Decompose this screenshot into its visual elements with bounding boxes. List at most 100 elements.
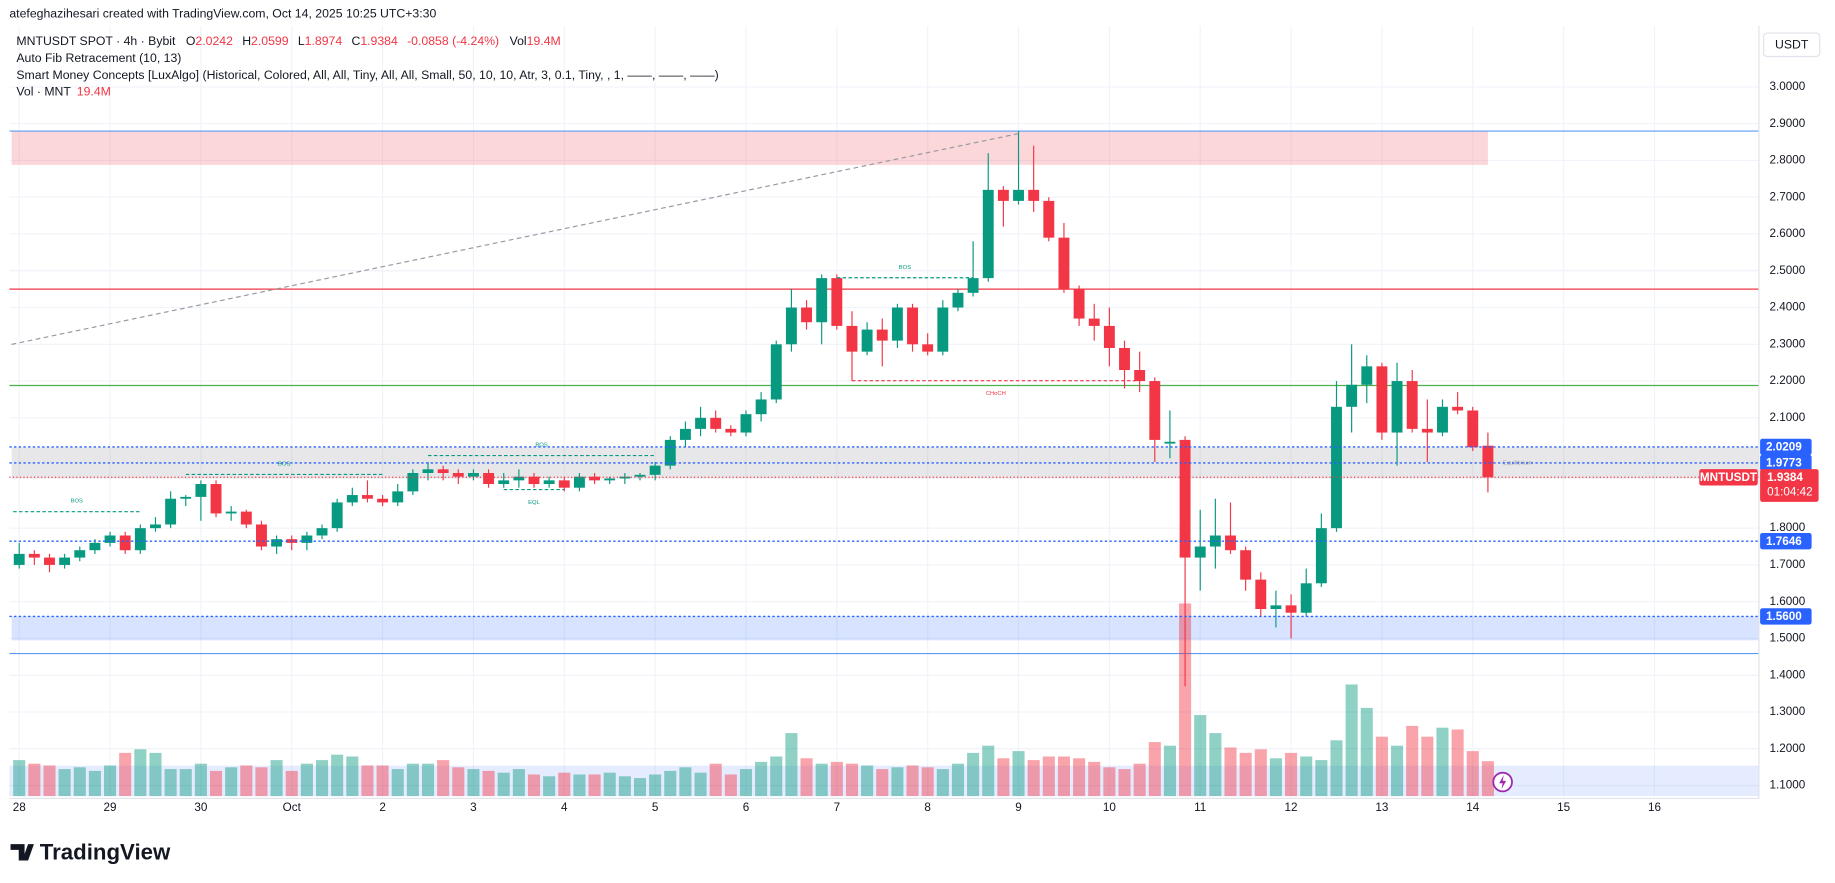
candle-body [407, 472, 419, 492]
volume-bar [1285, 752, 1298, 797]
volume [13, 603, 1494, 797]
volume-bar [482, 770, 495, 797]
y-tick-label: 2.6000 [1769, 227, 1805, 240]
candle-body [634, 474, 646, 477]
candle-body [1467, 410, 1479, 448]
volume-bar [1224, 747, 1237, 797]
candle-body [770, 344, 782, 400]
price-tag [1760, 532, 1812, 550]
volume-bar [361, 765, 374, 797]
volume-bar [104, 765, 117, 797]
annotations: BOSBOSBOSEQLBOSCHoCHEquilibrium [9, 133, 1759, 618]
volume-bar [921, 767, 934, 797]
volume-bar [664, 770, 677, 797]
candle-body [1028, 189, 1040, 201]
x-tick-label: 2 [379, 801, 386, 814]
candle-body [1391, 381, 1403, 433]
volume-bar [1239, 752, 1252, 797]
indicator[interactable]: Smart Money Concepts [LuxAlgo] (Historic… [16, 68, 718, 82]
legend: MNTUSDT SPOT · 4h · Bybit O2.0242 H2.059… [16, 34, 718, 99]
candle-body [165, 498, 177, 525]
currency[interactable]: USDT [1775, 38, 1809, 52]
y-tick-label: 2.2000 [1769, 374, 1805, 387]
x-tick-label: 5 [652, 801, 659, 814]
change: -0.0858 (-4.24%) [407, 34, 499, 48]
volume-bar [891, 767, 904, 797]
volume-bar [876, 769, 889, 797]
volume-bar [88, 770, 101, 797]
candle-body [44, 557, 55, 565]
candle-body [422, 469, 434, 473]
candle-body [1452, 406, 1464, 411]
countdown: 01:04:42 [1767, 486, 1812, 499]
y-tick-label: 1.2000 [1769, 742, 1805, 755]
candle-body [1209, 535, 1221, 547]
volume-bar [1451, 729, 1464, 797]
vol-value: 19.4M [527, 34, 561, 48]
candle-body [1437, 406, 1448, 433]
x-tick-label: 16 [1648, 801, 1661, 814]
logo-mark [10, 844, 34, 861]
volume-bar [315, 760, 329, 797]
y-tick-label: 1.5000 [1769, 632, 1805, 645]
high-value: 2.0599 [251, 34, 289, 48]
y-tick-label: 1.3000 [1769, 705, 1805, 718]
credit: atefeghazihesari created with TradingVie… [9, 7, 436, 21]
price-tag [1760, 454, 1812, 472]
volume-bar [649, 774, 662, 797]
candle-body [589, 476, 601, 481]
candle-body [1421, 428, 1433, 433]
volume-bar [770, 756, 783, 797]
volume-bar [679, 767, 692, 797]
candle-body [1361, 366, 1373, 385]
y-tick-label: 1.1000 [1769, 779, 1805, 792]
candle-body [937, 307, 949, 352]
candle-body [1225, 535, 1236, 551]
structure-label: CHoCH [986, 391, 1006, 397]
candle-body [816, 278, 828, 323]
volume-bar [300, 763, 313, 797]
structure-label: EQL [528, 500, 540, 506]
candle-body [452, 472, 464, 477]
x-tick-label: 7 [834, 801, 841, 814]
l-label: L [298, 34, 305, 48]
y-tick-label: 2.5000 [1769, 264, 1805, 277]
volume-bar [1027, 760, 1040, 797]
structure-label: BOS [71, 499, 83, 505]
candle-body [271, 539, 283, 547]
volume-bar [1375, 736, 1388, 797]
open-value: 2.0242 [195, 34, 233, 48]
brand: TradingView [40, 839, 171, 864]
candle-body [513, 476, 525, 481]
volume-bar [967, 752, 980, 797]
volume-bar [1406, 725, 1419, 797]
price-tag-label: 1.5600 [1766, 610, 1802, 623]
candle-body [1149, 381, 1161, 440]
volume-bar [709, 763, 722, 797]
indicator[interactable]: Auto Fib Retracement (10, 13) [16, 51, 181, 65]
symbol: MNTUSDT SPOT · 4h · Bybit [16, 34, 176, 48]
x-tick-label: 12 [1285, 801, 1298, 814]
volume-bar [618, 776, 631, 797]
volume-bar [1118, 769, 1131, 797]
vol-label: Vol [510, 34, 527, 48]
h-label: H [242, 34, 251, 48]
candle-body [301, 535, 313, 543]
volume-legend: Vol · MNT 19.4M [16, 85, 110, 99]
currency-box[interactable] [1763, 32, 1821, 58]
volume-profile-band [9, 765, 1759, 797]
candle-body [1482, 445, 1494, 478]
price-tag [1760, 608, 1812, 625]
candle-body [1088, 318, 1100, 326]
x-tick-label: 29 [104, 801, 117, 814]
volume-bar [452, 767, 465, 797]
volume-bar [285, 770, 298, 797]
volume-bar [997, 758, 1010, 797]
y-tick-label: 1.6000 [1769, 595, 1805, 608]
candle-body [467, 472, 479, 477]
candle-body [1376, 366, 1388, 433]
candle-body [1134, 370, 1146, 382]
close-value: 1.9384 [360, 34, 398, 48]
volume-bar [1421, 736, 1434, 797]
volume-bar [1254, 749, 1267, 797]
